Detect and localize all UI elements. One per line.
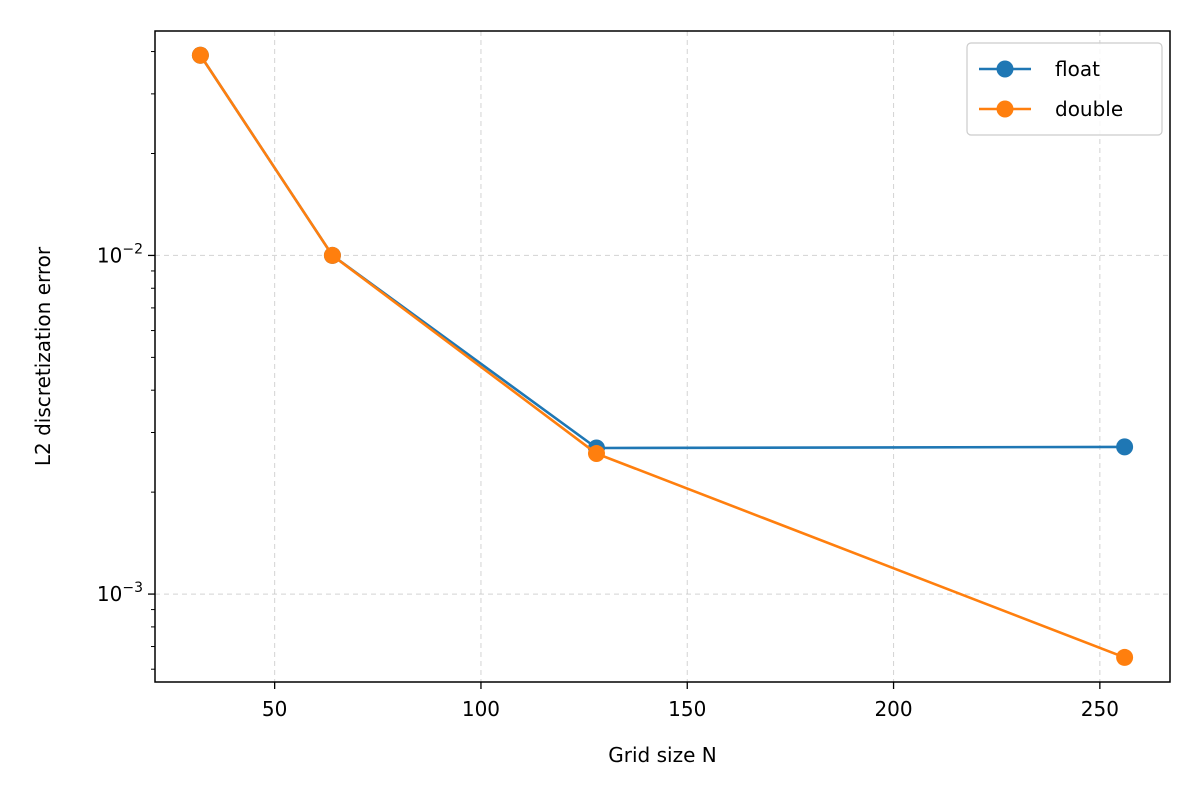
grid: [155, 31, 1170, 682]
x-tick-label: 100: [462, 697, 500, 721]
legend-item: double: [979, 97, 1123, 121]
legend-item: float: [979, 57, 1100, 81]
x-tick-label: 150: [668, 697, 706, 721]
legend: float double: [966, 42, 1163, 136]
data-point: [1116, 648, 1134, 666]
data-point: [1116, 438, 1134, 456]
data-point: [191, 46, 209, 64]
data-point: [587, 445, 605, 463]
x-tick-label: 200: [874, 697, 912, 721]
axis-ticks: 50 100 150 200 250 10−3 10−2: [97, 51, 1119, 721]
y-tick-label: 10−2: [97, 241, 143, 267]
series-double: [191, 46, 1134, 666]
legend-marker: [996, 100, 1014, 118]
x-tick-label: 250: [1081, 697, 1119, 721]
y-tick-label: 10−3: [97, 580, 143, 606]
legend-box: [966, 42, 1163, 136]
data-point: [323, 246, 341, 264]
plot-frame: [154, 30, 1171, 683]
x-axis-label: Grid size N: [608, 743, 716, 767]
series-line: [199, 54, 1126, 659]
legend-label: double: [1055, 97, 1123, 121]
y-axis-label: L2 discretization error: [31, 246, 55, 466]
legend-label: float: [1055, 57, 1100, 81]
plot-area: [191, 46, 1134, 666]
x-tick-label: 50: [262, 697, 287, 721]
legend-marker: [996, 60, 1014, 78]
